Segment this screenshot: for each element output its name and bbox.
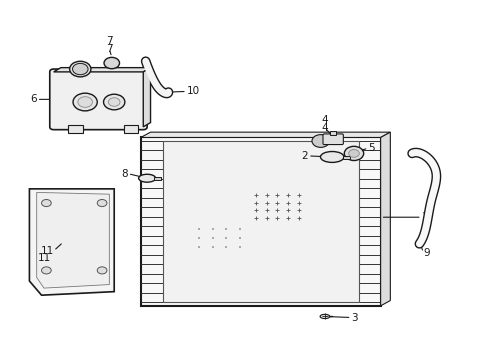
Text: 11: 11 xyxy=(40,246,53,256)
Ellipse shape xyxy=(139,174,156,182)
Circle shape xyxy=(73,63,88,75)
Text: 4: 4 xyxy=(321,122,328,132)
Polygon shape xyxy=(381,132,391,306)
Polygon shape xyxy=(29,189,114,295)
Text: 8: 8 xyxy=(121,168,128,179)
Text: 7: 7 xyxy=(106,36,113,46)
Text: 10: 10 xyxy=(187,86,200,96)
Text: 1: 1 xyxy=(422,212,428,222)
Bar xyxy=(163,141,359,302)
Text: 4: 4 xyxy=(321,115,328,125)
Bar xyxy=(68,125,83,133)
Text: 5: 5 xyxy=(368,143,375,153)
Bar xyxy=(154,177,161,180)
Text: 11: 11 xyxy=(38,253,51,264)
Circle shape xyxy=(103,94,125,110)
Circle shape xyxy=(344,146,364,161)
FancyBboxPatch shape xyxy=(323,134,343,145)
Circle shape xyxy=(312,135,329,147)
Bar xyxy=(330,131,336,135)
Polygon shape xyxy=(53,68,150,72)
Polygon shape xyxy=(143,68,150,127)
Circle shape xyxy=(108,98,120,106)
Circle shape xyxy=(78,97,93,107)
Circle shape xyxy=(97,267,107,274)
Ellipse shape xyxy=(320,152,344,162)
Circle shape xyxy=(104,57,120,69)
Circle shape xyxy=(349,149,359,157)
Text: 2: 2 xyxy=(301,151,308,161)
Text: 9: 9 xyxy=(423,248,430,258)
Polygon shape xyxy=(37,192,109,288)
Bar xyxy=(343,156,350,159)
Bar xyxy=(124,125,138,133)
Polygon shape xyxy=(141,132,391,138)
Circle shape xyxy=(70,61,91,77)
Text: 7: 7 xyxy=(106,44,113,54)
Circle shape xyxy=(42,267,51,274)
Bar xyxy=(141,138,381,306)
Text: 6: 6 xyxy=(30,94,37,104)
Circle shape xyxy=(73,93,97,111)
Circle shape xyxy=(42,199,51,207)
FancyBboxPatch shape xyxy=(50,69,147,130)
Ellipse shape xyxy=(320,314,330,319)
Circle shape xyxy=(97,199,107,207)
Text: 3: 3 xyxy=(352,312,358,323)
